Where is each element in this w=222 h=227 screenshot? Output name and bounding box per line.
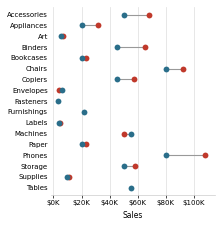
X-axis label: Sales: Sales <box>123 211 143 220</box>
